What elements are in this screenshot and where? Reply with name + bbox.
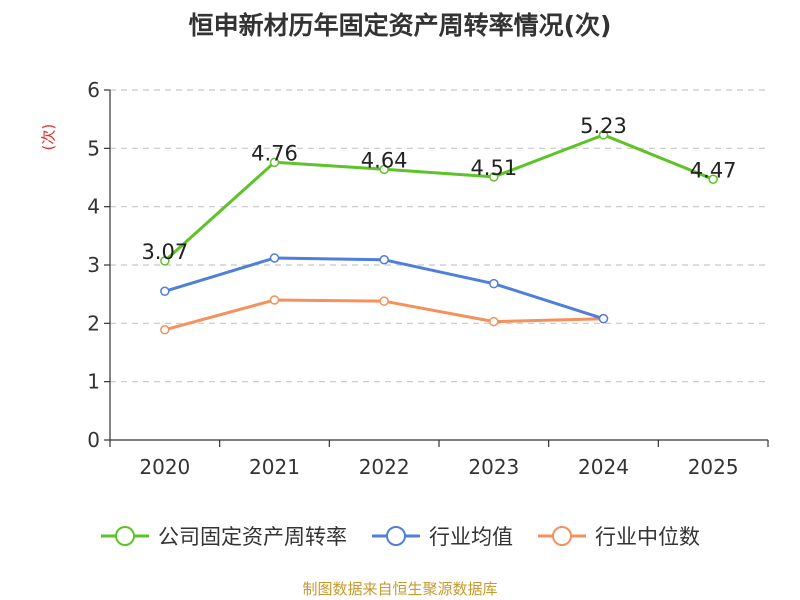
data-label: 4.64 (361, 148, 408, 172)
data-point (269, 157, 280, 168)
legend-marker-icon (101, 526, 149, 546)
data-point (489, 316, 499, 327)
data-point (598, 313, 609, 324)
legend-item-0[interactable]: 公司固定资产周转率 (100, 521, 347, 551)
data-point (379, 164, 389, 175)
data-point (160, 286, 170, 296)
data-point (379, 255, 389, 265)
y-tick-label: 2 (87, 311, 100, 335)
series-line-0 (163, 133, 714, 263)
data-point (489, 278, 499, 289)
data-point (379, 296, 389, 306)
data-point (269, 295, 280, 305)
x-tick-label-2024: 2024 (578, 455, 629, 479)
x-tick-label-2023: 2023 (468, 455, 519, 479)
data-source-note: 制图数据来自恒生聚源数据库 (302, 580, 498, 598)
series-line-1 (164, 256, 604, 321)
legend-item-2[interactable]: 行业中位数 (537, 521, 700, 551)
data-label: 4.76 (251, 141, 298, 165)
y-tick-label: 4 (87, 195, 100, 219)
data-point (708, 174, 718, 184)
data-label: 4.47 (690, 158, 737, 182)
data-point (160, 256, 170, 266)
legend-label: 行业均值 (429, 525, 513, 549)
data-label: 4.51 (470, 156, 517, 180)
y-tick-label: 3 (87, 253, 100, 277)
y-tick-label: 1 (87, 370, 100, 394)
legend-item-1[interactable]: 行业均值 (371, 521, 513, 551)
data-point (269, 253, 280, 263)
data-point (489, 172, 499, 182)
legend-label: 行业中位数 (595, 525, 700, 549)
data-point (598, 130, 609, 140)
legend-marker-icon (372, 526, 420, 546)
y-tick-label: 6 (87, 78, 100, 102)
y-tick-label: 5 (87, 136, 100, 160)
y-tick-label: 0 (87, 428, 100, 452)
x-tick-label-2021: 2021 (249, 455, 300, 479)
chart-legend: 公司固定资产周转率 行业均值 行业中位数 (0, 520, 800, 552)
data-label: 5.23 (580, 114, 627, 138)
x-tick-label-2022: 2022 (359, 455, 410, 479)
x-tick-label-2025: 2025 (688, 455, 739, 479)
data-point (160, 325, 170, 335)
x-tick-label-2020: 2020 (139, 455, 190, 479)
legend-label: 公司固定资产周转率 (158, 525, 347, 549)
chart-title: 恒申新材历年固定资产周转率情况(次) (188, 11, 612, 40)
legend-marker-icon (538, 526, 586, 546)
data-label: 3.07 (141, 240, 188, 264)
